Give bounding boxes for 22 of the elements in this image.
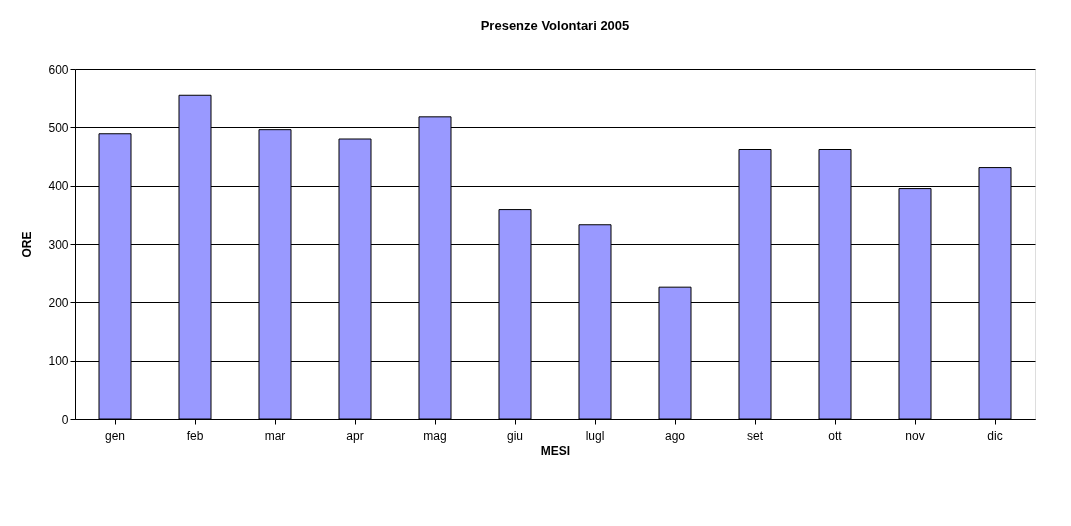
x-tick-label: giu	[506, 428, 524, 443]
x-tick-label: set	[746, 428, 764, 443]
y-axis-title: ORE	[20, 231, 35, 258]
y-tick-label: 200	[48, 295, 69, 310]
x-tick-label: mag	[423, 428, 447, 443]
chart-title: Presenze Volontari 2005	[480, 18, 630, 33]
x-tick-label: ago	[664, 428, 686, 443]
x-axis-title: MESI	[540, 443, 571, 458]
y-tick-label: 500	[48, 120, 69, 135]
y-tick-label: 0	[61, 412, 69, 427]
x-tick-label: feb	[186, 428, 204, 443]
x-tick-label: ott	[828, 428, 843, 443]
y-tick-label: 400	[48, 179, 69, 194]
y-tick-label: 300	[48, 237, 69, 252]
x-tick-label: mar	[264, 428, 286, 443]
x-tick-label: lugl	[585, 428, 605, 443]
x-tick-label: apr	[346, 428, 364, 443]
x-tick-label: nov	[905, 428, 925, 443]
x-tick-label: dic	[987, 428, 1003, 443]
x-tick-label: gen	[104, 428, 126, 443]
y-tick-label: 100	[48, 354, 69, 369]
y-tick-label: 600	[48, 62, 69, 77]
